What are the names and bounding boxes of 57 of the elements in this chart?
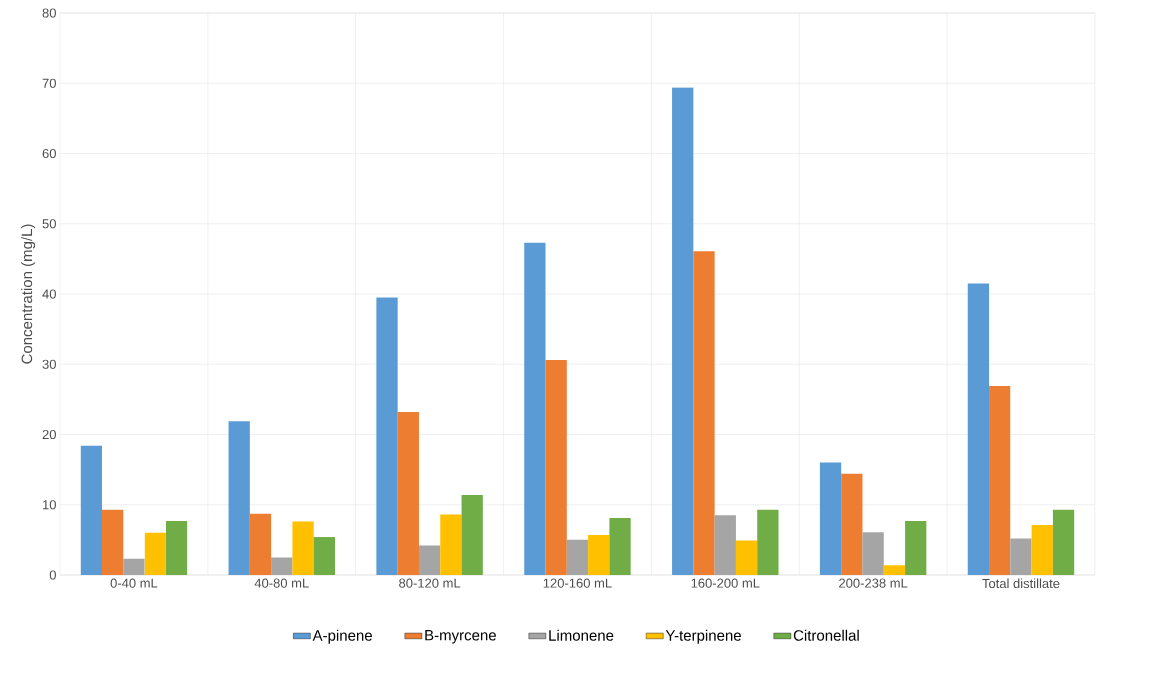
legend-label: Y-terpinene bbox=[665, 629, 741, 644]
bar bbox=[313, 537, 335, 575]
x-tick-label: 200-238 mL bbox=[839, 578, 908, 588]
bar bbox=[905, 520, 927, 575]
bar bbox=[461, 494, 483, 575]
bar bbox=[609, 518, 631, 575]
bar bbox=[967, 283, 990, 575]
y-tick-label: 30 bbox=[42, 359, 56, 369]
bar bbox=[735, 540, 758, 575]
bar bbox=[693, 251, 715, 575]
bar bbox=[989, 386, 1011, 575]
bar bbox=[249, 513, 272, 575]
bar bbox=[1010, 538, 1032, 575]
bar bbox=[271, 557, 293, 575]
x-tick-label: 160-200 mL bbox=[691, 578, 760, 588]
legend-label: Citronellal bbox=[793, 629, 859, 641]
bar bbox=[123, 558, 145, 575]
bar bbox=[883, 565, 906, 575]
bar bbox=[418, 545, 441, 575]
y-tick-label: 70 bbox=[42, 78, 56, 88]
bar bbox=[566, 539, 589, 575]
bar bbox=[841, 473, 863, 575]
bar bbox=[80, 445, 102, 575]
y-axis-title: Concentration (mg/L) bbox=[21, 224, 36, 364]
bar bbox=[862, 532, 884, 575]
bar bbox=[672, 87, 694, 575]
x-tick-label: 40-80 mL bbox=[254, 578, 309, 588]
x-tick-label: 120-160 mL bbox=[543, 578, 612, 588]
x-tick-label: Total distillate bbox=[982, 578, 1060, 589]
y-tick-label: 80 bbox=[42, 8, 56, 18]
bar bbox=[165, 520, 188, 575]
legend-label: A-pinene bbox=[312, 629, 372, 644]
bar bbox=[376, 297, 398, 575]
y-tick-label: 40 bbox=[42, 289, 56, 299]
bar bbox=[819, 462, 842, 575]
y-tick-label: 20 bbox=[42, 429, 56, 440]
bar bbox=[588, 534, 610, 575]
bar bbox=[714, 515, 736, 575]
y-tick-label: 50 bbox=[42, 219, 56, 229]
legend-label: B-myrcene bbox=[425, 630, 496, 644]
bar bbox=[1052, 509, 1075, 575]
bar bbox=[545, 360, 567, 575]
bar bbox=[1031, 525, 1053, 575]
y-tick-label: 0 bbox=[49, 570, 56, 580]
bar bbox=[397, 412, 419, 575]
y-tick-label: 60 bbox=[42, 148, 56, 159]
bar bbox=[144, 532, 166, 575]
legend-label: Limonene bbox=[549, 629, 614, 641]
x-tick-label: 80-120 mL bbox=[399, 578, 461, 588]
bar bbox=[524, 242, 546, 575]
bar bbox=[228, 421, 250, 575]
y-tick-label: 10 bbox=[43, 500, 56, 510]
bar bbox=[440, 514, 462, 575]
bar bbox=[102, 509, 124, 575]
x-tick-label: 0-40 mL bbox=[110, 578, 158, 588]
bar bbox=[757, 509, 779, 575]
bar bbox=[292, 521, 314, 575]
